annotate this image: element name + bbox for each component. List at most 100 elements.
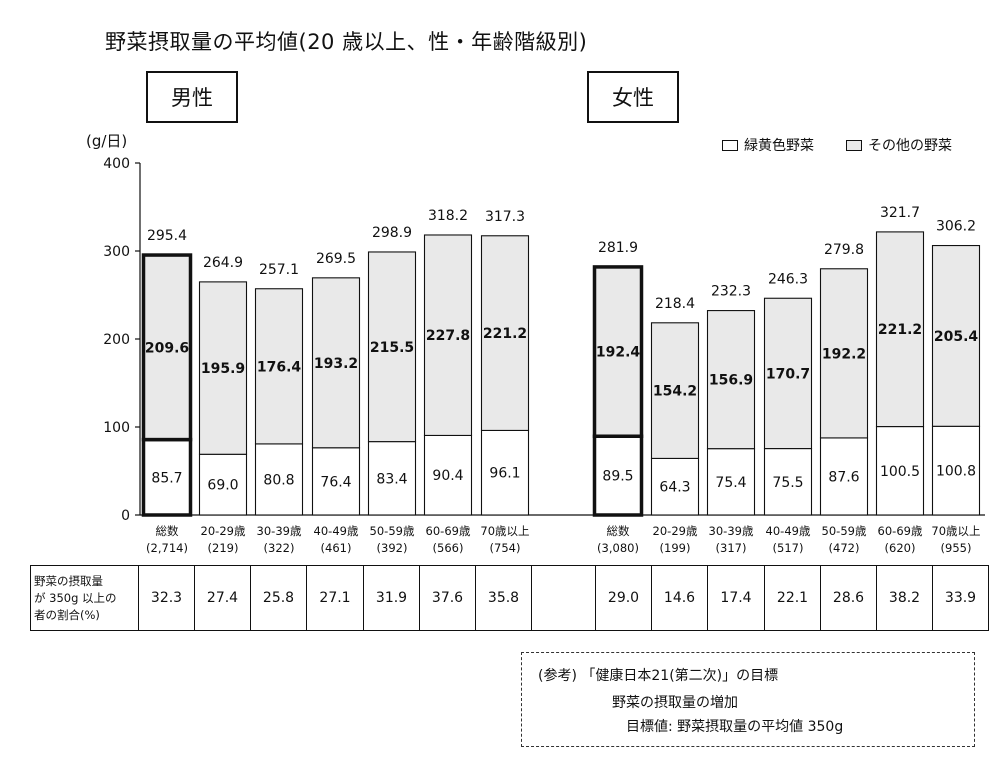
bar-total-label: 318.2 <box>428 208 468 224</box>
bar-total-label: 218.4 <box>655 296 695 312</box>
bar-segment-green-yellow <box>198 453 248 516</box>
bar-segment-green-yellow <box>423 434 473 516</box>
bar-segment-green-yellow <box>592 434 644 517</box>
x-tick-label: 20-29歳 <box>653 524 698 538</box>
bar-segment-other <box>141 253 193 442</box>
x-tick-label: 40-49歳 <box>766 524 811 538</box>
x-tick-label: 70歳以上 <box>480 524 529 538</box>
page-title: 野菜摂取量の平均値(20 歳以上、性・年齢階級別) <box>105 30 588 54</box>
x-tick-label: 総数 <box>607 524 630 538</box>
ratio-row: 野菜の摂取量 が 350g 以上の 者の割合(%) 32.3 27.4 25.8… <box>30 565 989 631</box>
x-tick-label: 20-29歳 <box>201 524 246 538</box>
y-axis-unit-label: (g/日) <box>86 132 128 150</box>
bar-total-label: 317.3 <box>485 209 525 225</box>
bar-total-label: 298.9 <box>372 225 412 241</box>
bar-segment-other <box>875 231 925 428</box>
bar-segment-label-green-yellow: 76.4 <box>320 474 351 490</box>
bar-total-label: 281.9 <box>598 240 638 256</box>
bar-segment-label-other: 192.4 <box>596 345 641 361</box>
bar-segment-green-yellow <box>311 447 361 516</box>
x-tick-sample-size: (566) <box>433 541 464 555</box>
bar-segment-label-green-yellow: 75.5 <box>772 475 803 491</box>
bar-segment-label-other: 227.8 <box>426 328 470 344</box>
bar-total-label: 264.9 <box>203 255 243 271</box>
bar-segment-label-other: 156.9 <box>709 373 753 389</box>
bar-segment-label-other: 176.4 <box>257 359 302 375</box>
bar-segment-label-other: 195.9 <box>201 361 245 377</box>
bar-segment-label-other: 170.7 <box>766 366 810 382</box>
bar-segment-label-green-yellow: 69.0 <box>207 478 238 494</box>
ratio-header-cell: 野菜の摂取量 が 350g 以上の 者の割合(%) <box>30 565 139 631</box>
x-tick-label: 70歳以上 <box>931 524 980 538</box>
bar-segment-label-other: 221.2 <box>878 322 922 338</box>
bar-segment-other <box>706 310 756 450</box>
x-tick-sample-size: (199) <box>660 541 691 555</box>
bar-total-label: 321.7 <box>880 205 920 221</box>
ratio-cell-female: 33.9 <box>932 565 989 631</box>
ratio-cell-female: 14.6 <box>651 565 708 631</box>
ratio-cell-male: 25.8 <box>250 565 307 631</box>
ratio-cell-male: 27.1 <box>306 565 364 631</box>
bar-segment-green-yellow <box>650 457 700 516</box>
bar-segment-label-other: 215.5 <box>370 340 414 356</box>
x-tick-sample-size: (461) <box>321 541 352 555</box>
bar-segment-green-yellow <box>480 429 530 516</box>
ratio-cell-female: 29.0 <box>595 565 652 631</box>
bar-segment-label-other: 205.4 <box>934 329 979 345</box>
bar-segment-green-yellow <box>254 443 304 516</box>
bar-segment-other <box>198 281 248 455</box>
x-tick-sample-size: (620) <box>885 541 916 555</box>
bar-segment-other <box>763 297 813 450</box>
bar-total-label: 232.3 <box>711 284 751 300</box>
bar-segment-green-yellow <box>367 441 417 516</box>
ratio-cell-male: 31.9 <box>363 565 420 631</box>
x-tick-sample-size: (517) <box>773 541 804 555</box>
bar-segment-label-green-yellow: 100.5 <box>880 464 920 480</box>
reference-line: (参考) 「健康日本21(第二次)」の目標 <box>538 668 779 684</box>
ratio-cell-female: 22.1 <box>764 565 821 631</box>
legend-label-other: その他の野菜 <box>868 138 952 154</box>
legend-swatch-green-yellow <box>722 139 738 151</box>
bar-segment-other <box>423 234 473 436</box>
bar-segment-green-yellow <box>141 437 193 517</box>
bar-segment-label-green-yellow: 75.4 <box>715 475 746 491</box>
legend-item-green-yellow: 緑黄色野菜 <box>722 135 814 155</box>
female-panel-label: 女性 <box>587 71 679 123</box>
x-tick-sample-size: (472) <box>829 541 860 555</box>
ratio-cell-male: 35.8 <box>475 565 532 631</box>
bar-segment-green-yellow <box>763 448 813 516</box>
reference-line: 目標値: 野菜摂取量の平均値 350g <box>626 719 844 735</box>
legend-swatch-other <box>846 139 862 151</box>
x-tick-label: 60-69歳 <box>878 524 923 538</box>
x-tick-sample-size: (2,714) <box>146 541 188 555</box>
bar-segment-label-other: 209.6 <box>145 340 189 356</box>
ratio-cell-female: 38.2 <box>876 565 933 631</box>
ratio-cell-empty <box>531 565 596 631</box>
ratio-cell-male: 27.4 <box>194 565 251 631</box>
bar-total-label: 257.1 <box>259 262 299 278</box>
bar-segment-label-other: 192.2 <box>822 346 866 362</box>
bar-segment-other <box>480 235 530 431</box>
reference-line: 野菜の摂取量の増加 <box>612 695 738 711</box>
bar-segment-other <box>254 288 304 445</box>
bar-segment-label-green-yellow: 96.1 <box>489 466 520 482</box>
x-tick-sample-size: (3,080) <box>597 541 639 555</box>
reference-box: (参考) 「健康日本21(第二次)」の目標 野菜の摂取量の増加 目標値: 野菜摂… <box>521 652 975 747</box>
y-tick-label: 0 <box>121 508 130 524</box>
bar-total-label: 279.8 <box>824 242 864 258</box>
bar-total-label: 295.4 <box>147 228 187 244</box>
bar-segment-label-green-yellow: 89.5 <box>602 469 633 485</box>
x-tick-label: 60-69歳 <box>426 524 471 538</box>
ratio-header-line: 者の割合(%) <box>34 607 100 622</box>
stacked-bar-chart: 0 100 200 300 400 295.4 209.6 85.7 総数 (2,714) 264.… <box>103 156 985 555</box>
x-tick-sample-size: (392) <box>377 541 408 555</box>
bar-segment-other <box>819 268 869 439</box>
x-tick-sample-size: (219) <box>208 541 239 555</box>
legend-item-other: その他の野菜 <box>846 135 952 155</box>
bar-segment-other <box>311 277 361 449</box>
bar-segment-label-green-yellow: 87.6 <box>828 469 859 485</box>
y-tick-label: 100 <box>103 420 130 436</box>
bar-segment-label-other: 193.2 <box>314 356 358 372</box>
bar-segment-other <box>650 322 700 459</box>
y-tick-label: 300 <box>103 244 130 260</box>
